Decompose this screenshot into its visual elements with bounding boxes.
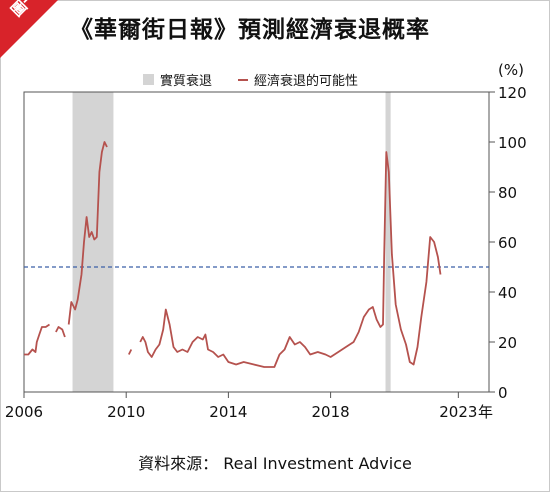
y-axis-ticks: 0 20 40 60 80 100 120 <box>489 84 527 402</box>
legend: 實質衰退 經濟衰退的可能性 <box>143 73 358 89</box>
x-tick-label: 2006 <box>5 403 43 421</box>
x-tick-label: 2010 <box>107 403 145 421</box>
series-line-segment-0-1 <box>55 326 66 338</box>
x-axis-ticks: 2006 2010 2014 2018 2023 <box>5 392 477 421</box>
x-tick-label: 2023 <box>439 403 477 421</box>
legend-swatch-recession <box>143 74 154 85</box>
recession-band-0 <box>72 92 114 392</box>
x-tick-label: 2014 <box>209 403 247 421</box>
figure-badge <box>0 0 58 58</box>
x-tick-label: 2018 <box>311 403 349 421</box>
series-line-segment-0-4 <box>139 151 442 368</box>
x-axis-year-suffix: 年 <box>478 403 493 421</box>
y-tick-label: 100 <box>498 134 527 152</box>
series-line-segment-0-2 <box>67 141 108 325</box>
y-tick-label: 60 <box>498 234 517 252</box>
y-tick-label: 0 <box>498 384 508 402</box>
recession-shading-layer <box>72 92 391 392</box>
legend-label-recession: 實質衰退 <box>160 73 212 89</box>
source-note: 資料來源： Real Investment Advice <box>138 454 412 473</box>
series-line-layer <box>24 141 442 368</box>
series-line-segment-0-3 <box>127 349 133 355</box>
y-axis-unit: (%) <box>498 61 524 79</box>
recession-band-1 <box>385 92 391 392</box>
series-line-segment-0-0 <box>24 323 50 356</box>
y-tick-label: 120 <box>498 84 527 102</box>
y-tick-label: 40 <box>498 284 517 302</box>
chart-title: 《華爾街日報》預測經濟衰退概率 <box>70 17 430 43</box>
y-tick-label: 20 <box>498 334 517 352</box>
legend-label-probability: 經濟衰退的可能性 <box>254 73 358 89</box>
y-tick-label: 80 <box>498 184 517 202</box>
